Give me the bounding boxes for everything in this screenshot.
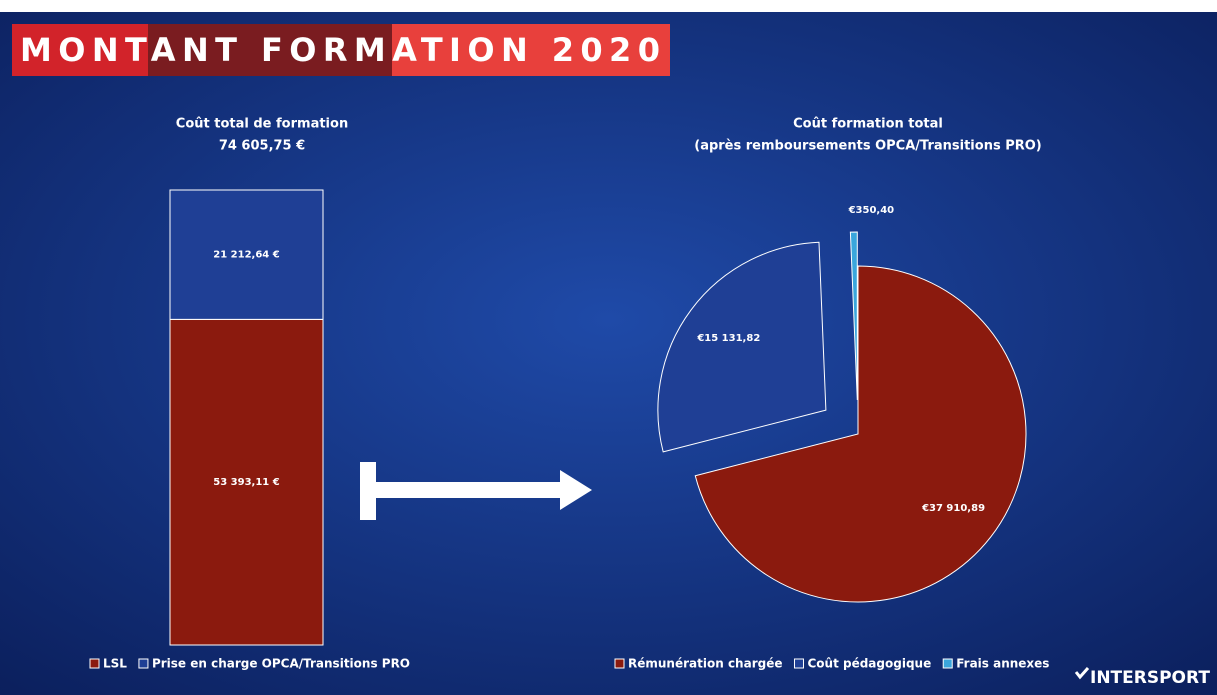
bar-segment (169, 318, 324, 646)
legend-label: Coût pédagogique (807, 657, 931, 671)
banner-part (148, 24, 392, 76)
legend-label: LSL (103, 657, 127, 671)
banner-part (392, 24, 670, 76)
chart-subtitle: (après remboursements OPCA/Transitions P… (694, 139, 1042, 154)
pie-slice (657, 241, 827, 453)
banner-part (12, 24, 148, 76)
title-banner: MONTANT FORMATION 2020 (12, 24, 670, 76)
data-label: €37 910,89 (921, 503, 985, 514)
legend-label: Rémunération chargée (628, 657, 782, 671)
legend-label: Frais annexes (956, 657, 1049, 671)
legend-swatch (793, 658, 804, 669)
legend-swatch (942, 658, 953, 669)
legend-swatch (138, 658, 149, 669)
slide-title: MONTANT FORMATION 2020 (20, 31, 660, 69)
legend-swatch (89, 658, 100, 669)
legend-swatch (614, 658, 625, 669)
logo-mark (1074, 667, 1090, 680)
chart-subtitle: 74 605,75 € (219, 139, 305, 154)
data-label: €350,40 (848, 205, 895, 216)
bar-segment (169, 189, 324, 320)
logo: INTERSPORT (1090, 668, 1210, 688)
data-label: €15 131,82 (696, 333, 760, 344)
chart-title: Coût total de formation (176, 117, 348, 132)
data-label: 21 212,64 € (213, 250, 279, 261)
chart-title: Coût formation total (793, 117, 943, 132)
pie-slice (849, 231, 858, 401)
arrow (360, 462, 592, 520)
pie-slice (694, 265, 1027, 603)
legend-label: Prise en charge OPCA/Transitions PRO (152, 657, 410, 671)
data-label: 53 393,11 € (213, 477, 279, 488)
